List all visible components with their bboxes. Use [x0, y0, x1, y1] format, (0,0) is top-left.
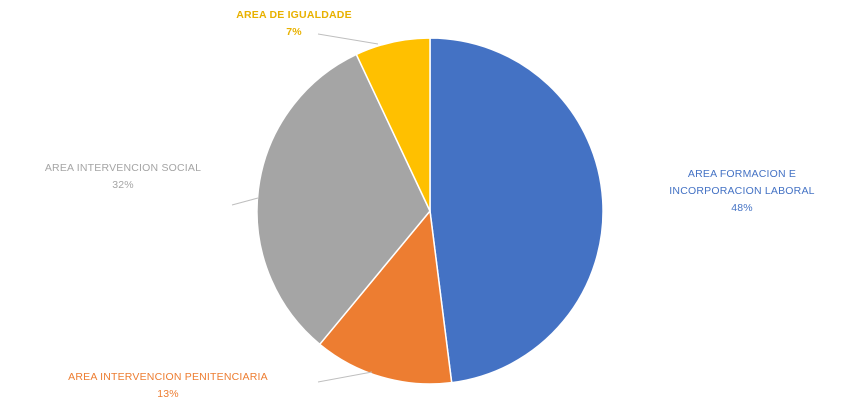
leader-line-3 [231, 197, 259, 206]
leader-lines [231, 33, 379, 383]
slice-label-text: INCORPORACION LABORAL [669, 185, 814, 197]
pie-slice-4 [355, 37, 431, 212]
slice-label-text: AREA FORMACION E [688, 168, 796, 180]
leader-line-2 [317, 371, 373, 383]
data-label-4: AREA DE IGUALDADE 7% [236, 9, 352, 38]
slice-value-label: 13% [157, 388, 179, 400]
pie-slice-3 [256, 53, 431, 346]
pie-slice-2 [318, 209, 453, 385]
data-labels: AREA FORMACION E INCORPORACION LABORAL 48%… [45, 9, 815, 400]
slice-value-label: 48% [731, 202, 753, 214]
leader-line-4 [317, 33, 379, 45]
slice-label-text: AREA INTERVENCION SOCIAL [45, 162, 201, 174]
pie-slices [256, 37, 604, 385]
slice-value-label: 32% [112, 179, 134, 191]
data-label-2: AREA INTERVENCION PENITENCIARIA 13% [68, 371, 268, 400]
pie-slice-1 [429, 37, 604, 384]
slice-label-text: AREA DE IGUALDADE [236, 9, 352, 21]
data-label-1: AREA FORMACION E INCORPORACION LABORAL 48% [669, 168, 814, 214]
slice-value-label: 7% [286, 26, 302, 38]
data-label-3: AREA INTERVENCION SOCIAL 32% [45, 162, 201, 191]
slice-label-text: AREA INTERVENCION PENITENCIARIA [68, 371, 268, 383]
